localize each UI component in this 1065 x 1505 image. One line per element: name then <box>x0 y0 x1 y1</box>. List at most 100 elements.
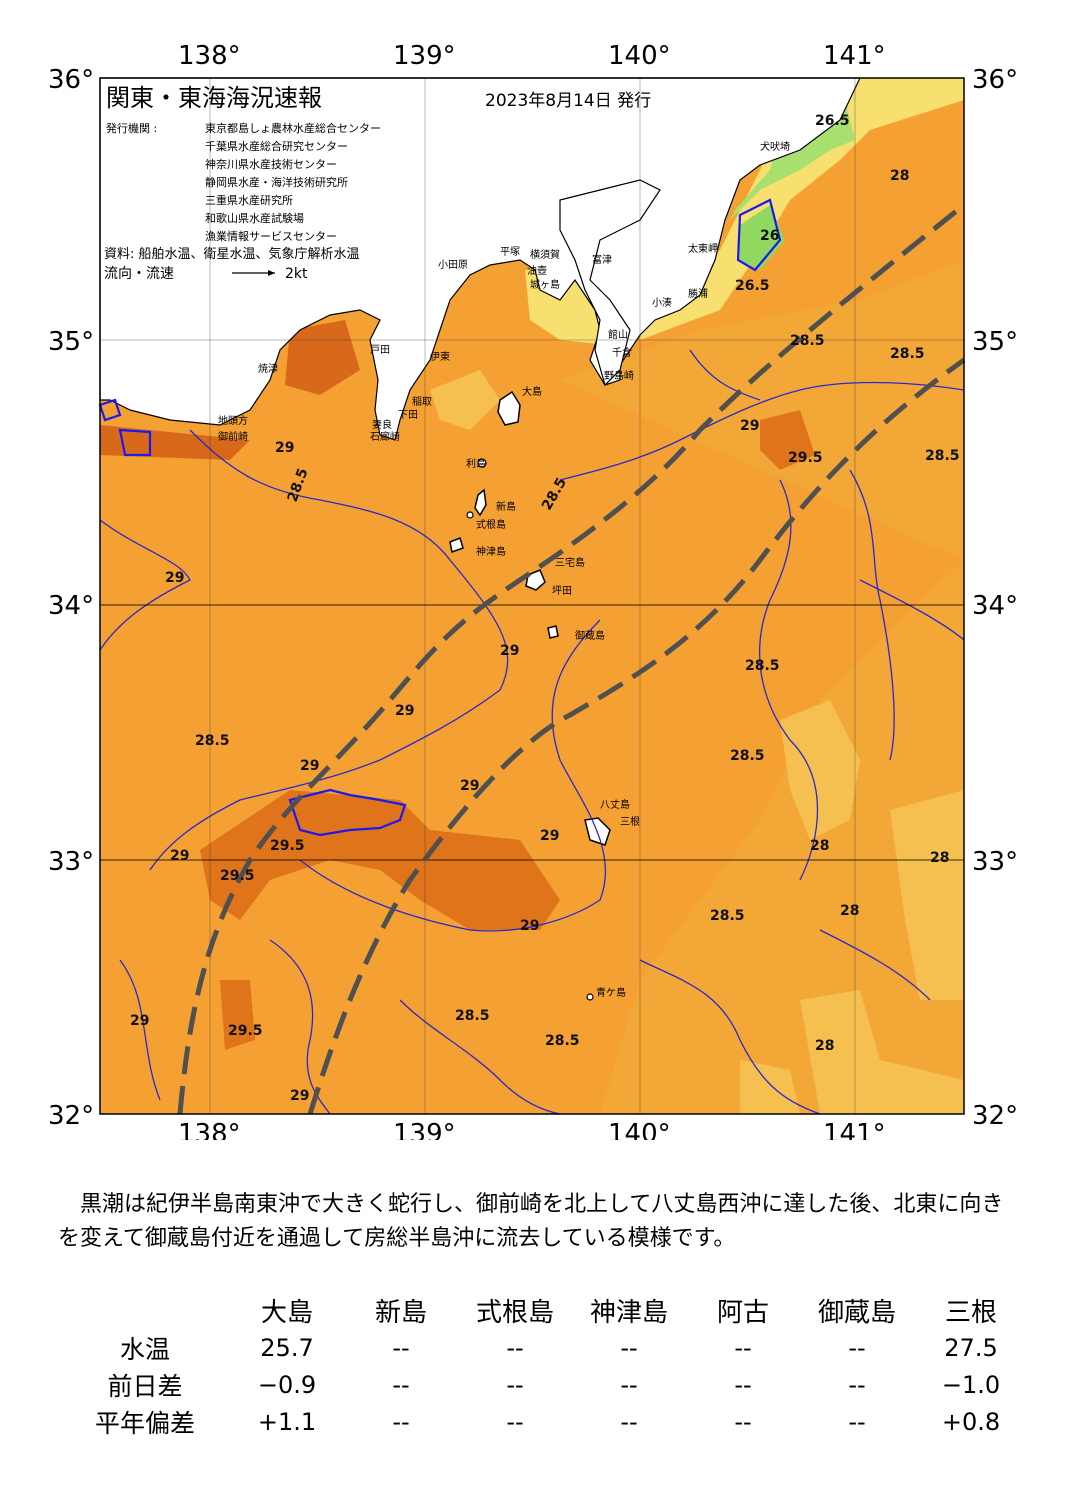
place-misaki: 油壺 <box>527 264 547 277</box>
lat-left-label: 36° <box>48 65 94 95</box>
contour-label: 26.5 <box>815 113 850 129</box>
contour-label: 26 <box>760 228 779 244</box>
place-odawara: 小田原 <box>438 259 468 271</box>
issuer-item: 東京都島しょ農林水産総合センター <box>205 121 381 135</box>
contour-label: 29.5 <box>270 838 305 854</box>
contour-label: 29.5 <box>220 868 255 884</box>
place-futtsu: 富津 <box>592 253 612 266</box>
lat-left-label: 33° <box>48 847 94 877</box>
table-cell: -- <box>848 1333 866 1362</box>
place-miyake: 三宅島 <box>555 556 585 569</box>
island-kozushima <box>449 536 464 554</box>
description-block: 黒潮は紀伊半島南東沖で大きく蛇行し、御前崎を北上して八丈島西沖に達した後、北東に… <box>58 1188 1008 1256</box>
table-corner <box>60 1292 230 1329</box>
sea-yellow-region <box>780 700 860 840</box>
place-omaezaki: 御前崎 <box>218 430 248 443</box>
table-cell: -- <box>734 1370 752 1399</box>
contour-label: 29 <box>170 848 189 864</box>
table-cell: -- <box>506 1407 524 1436</box>
lon-bottom-label: 141° <box>823 1119 886 1140</box>
lon-bottom-label: 139° <box>393 1119 456 1140</box>
place-mikurasea: 三根 <box>620 815 640 828</box>
land-boso <box>559 179 661 387</box>
issuer-item: 三重県水産研究所 <box>205 193 293 207</box>
place-aogashima: 青ケ島 <box>596 986 626 999</box>
table-cell: −0.9 <box>257 1370 317 1399</box>
flow-scale-value: 2kt <box>285 266 308 282</box>
column-header: 阿古 <box>716 1298 769 1328</box>
place-heda: 戸田 <box>370 344 390 356</box>
sea-temperature-map: 29 28.5 29 28.5 29 29 28.5 29 29 29.5 29… <box>48 41 1018 1149</box>
contour-label: 29 <box>165 570 184 586</box>
lon-bottom-label: 140° <box>608 1119 671 1140</box>
place-ako: 坪田 <box>552 584 572 597</box>
table-cell: -- <box>392 1333 410 1362</box>
contour-label: 28.5 <box>455 1008 490 1024</box>
island-niijima <box>474 488 487 517</box>
place-tateyama: 館山 <box>608 328 628 341</box>
place-names: 大島 利島 新島 式根島 神津島 三宅島 坪田 御蔵島 八丈島 三根 青ケ島 小… <box>218 140 790 999</box>
island-oshima <box>497 390 521 426</box>
contour-label: 28.5 <box>745 658 780 674</box>
table-row: 平年偏差 +1.1 -- -- -- -- -- +0.8 <box>60 1403 1028 1440</box>
issuer-item: 静岡県水産・海洋技術研究所 <box>205 175 348 189</box>
contour-label: 28.5 <box>545 1033 580 1049</box>
table-cell: −1.0 <box>941 1370 1001 1399</box>
table-header-row: 大島 新島 式根島 神津島 阿古 御蔵島 三根 <box>60 1292 1028 1329</box>
place-mikura: 御蔵島 <box>575 629 605 642</box>
place-kozushima: 神津島 <box>476 545 506 558</box>
sagami-yellow <box>430 370 500 430</box>
table-cell: -- <box>506 1370 524 1399</box>
contour-label: 29 <box>740 418 759 434</box>
table-cell: -- <box>848 1370 866 1399</box>
bold-contours <box>98 198 782 837</box>
contour-label: 29.5 <box>788 450 823 466</box>
place-yaizu: 焼津 <box>258 363 278 375</box>
lon-bottom-label: 138° <box>178 1119 241 1140</box>
contour-label: 29.5 <box>228 1023 263 1039</box>
column-header: 大島 <box>260 1298 313 1328</box>
column-header: 三根 <box>944 1298 997 1328</box>
coast-yellow <box>640 78 964 340</box>
lon-top-label: 139° <box>393 41 456 71</box>
lat-left-label: 32° <box>48 1101 94 1131</box>
sea-warm-core-2 <box>220 980 255 1050</box>
column-header: 式根島 <box>475 1298 554 1328</box>
map-svg: 29 28.5 29 28.5 29 29 28.5 29 29 29.5 29… <box>48 41 1018 1149</box>
contour-label: 28.5 <box>195 733 230 749</box>
flow-label: 流向・流速 <box>104 266 174 282</box>
map-frame <box>99 77 965 1115</box>
temperature-contours <box>99 349 965 1115</box>
contour-label: 28 <box>890 168 909 184</box>
contour-label: 29 <box>460 778 479 794</box>
contour-label: 28 <box>930 850 949 866</box>
lat-right-label: 36° <box>972 65 1018 95</box>
place-mera: 妻良 <box>372 418 392 431</box>
contour-label: 28 <box>840 903 859 919</box>
data-sources: 資料: 船舶水温、衛星水温、気象庁解析水温 <box>104 246 360 262</box>
contour-label: 28.5 <box>710 908 745 924</box>
place-hiratsuka: 平塚 <box>500 246 520 258</box>
table-cell: 27.5 <box>944 1333 998 1362</box>
land-honshu <box>99 77 861 441</box>
coast-green-2 <box>738 205 785 270</box>
flow-arrow-head <box>268 270 275 276</box>
issuer-item: 漁業情報サービスセンター <box>205 229 337 243</box>
contour-label: 29 <box>130 1013 149 1029</box>
row-label: 平年偏差 <box>94 1408 195 1438</box>
observation-table: 大島 新島 式根島 神津島 阿古 御蔵島 三根 水温 25.7 -- -- --… <box>60 1292 1028 1440</box>
place-kominato: 小湊 <box>652 296 672 309</box>
place-toshima: 利島 <box>466 457 486 470</box>
lat-right-label: 35° <box>972 327 1018 357</box>
table-cell: 25.7 <box>260 1333 314 1362</box>
table-cell: -- <box>506 1333 524 1362</box>
lat-left-label: 34° <box>48 591 94 621</box>
table-cell: -- <box>848 1407 866 1436</box>
island-toshima <box>477 458 487 468</box>
place-shimoda: 下田 <box>398 410 418 421</box>
table-cell: -- <box>620 1333 638 1362</box>
table-cell: -- <box>392 1407 410 1436</box>
contour-label: 28.5 <box>890 346 925 362</box>
table-cell: +0.8 <box>941 1407 1001 1436</box>
place-ito: 伊東 <box>430 350 450 363</box>
